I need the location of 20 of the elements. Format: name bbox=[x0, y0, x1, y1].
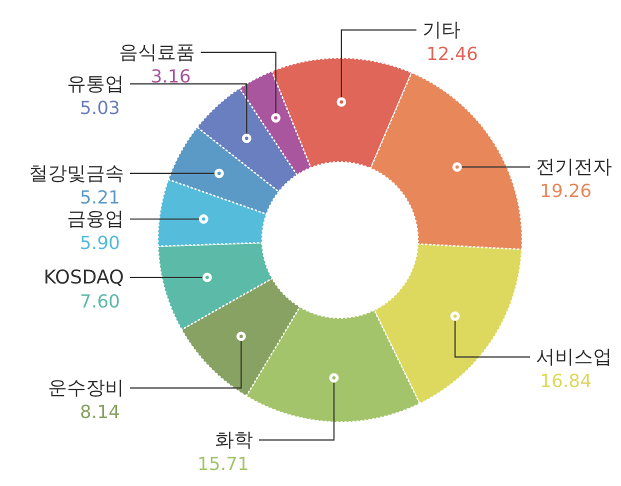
data-label: 5.90 bbox=[80, 233, 120, 254]
slice-label: 화학 bbox=[214, 429, 253, 451]
data-label: 5.21 bbox=[80, 187, 120, 208]
slice-label: 운수장비 bbox=[48, 376, 124, 399]
slice-label: 서비스업 bbox=[536, 346, 612, 368]
slice-label: 기타 bbox=[422, 19, 460, 41]
data-label: 19.26 bbox=[540, 181, 592, 202]
slice-label: 금융업 bbox=[67, 208, 124, 230]
data-label: 7.60 bbox=[80, 291, 120, 312]
data-label: 8.14 bbox=[80, 402, 120, 423]
data-label: 16.84 bbox=[540, 371, 592, 392]
slice-label: 철강및금속 bbox=[29, 162, 124, 184]
slice-label: 유통업 bbox=[67, 72, 124, 95]
data-label: 12.46 bbox=[426, 44, 478, 65]
slice-label: 음식료품 bbox=[118, 41, 195, 64]
data-label: 15.71 bbox=[197, 454, 249, 475]
data-label: 3.16 bbox=[150, 66, 191, 88]
data-label: 5.03 bbox=[80, 98, 120, 119]
slice-label: KOSDAQ bbox=[44, 266, 124, 288]
slice-label: 전기전자 bbox=[536, 156, 612, 178]
